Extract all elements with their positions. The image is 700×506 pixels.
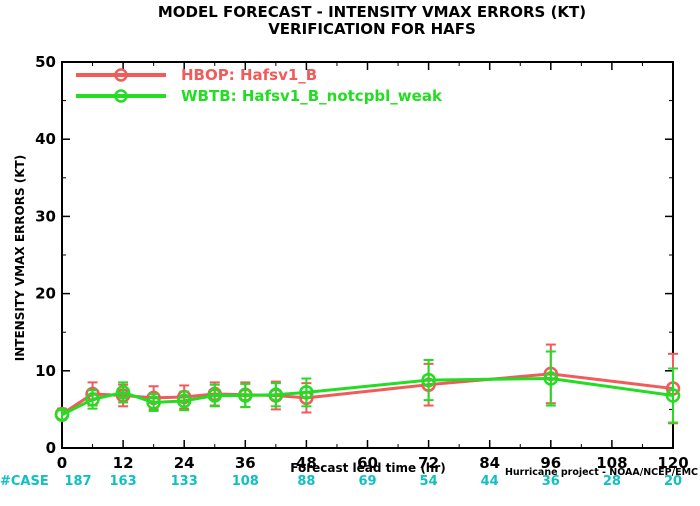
case-count: 187 [64, 474, 91, 489]
case-count: 163 [110, 474, 137, 489]
x-tick-label: 0 [57, 454, 67, 472]
footer-credit: Hurricane project - NOAA/NCEP/EMC [505, 467, 698, 478]
chart-title-line-2: VERIFICATION FOR HAFS [268, 20, 476, 38]
legend-label-0: HBOP: Hafsv1_B [181, 66, 317, 84]
y-axis-label-group: INTENSITY VMAX ERRORS (KT) [13, 155, 27, 361]
data-point [268, 387, 284, 402]
y-axis-label: INTENSITY VMAX ERRORS (KT) [13, 155, 27, 361]
data-point [238, 388, 253, 403]
legend-label-1: WBTB: Hafsv1_B_notcpbl_weak [181, 87, 443, 105]
y-tick-label: 30 [35, 207, 56, 225]
case-count: 28 [603, 474, 621, 489]
data-point [146, 395, 161, 410]
y-tick-label: 10 [35, 362, 56, 380]
data-point [543, 371, 559, 386]
x-tick-label: 108 [596, 454, 627, 472]
data-point [665, 388, 681, 403]
y-tick-label: 0 [46, 439, 56, 457]
x-axis-label: Forecast lead time (hr) [290, 461, 446, 475]
x-tick-label: 60 [357, 454, 378, 472]
legend-marker-0 [114, 68, 128, 82]
y-tick-label: 50 [35, 53, 56, 71]
data-point [115, 385, 131, 400]
case-count: 54 [420, 474, 438, 489]
case-count: 88 [297, 474, 315, 489]
x-tick-label: 36 [235, 454, 256, 472]
data-point [207, 388, 222, 403]
x-tick-label: 24 [174, 454, 195, 472]
case-count: 69 [358, 474, 376, 489]
data-point [85, 392, 100, 407]
x-tick-label: 12 [113, 454, 134, 472]
data-point [176, 393, 192, 409]
chart-title-line-1: MODEL FORECAST - INTENSITY VMAX ERRORS (… [158, 3, 586, 21]
x-tick-label: 72 [418, 454, 439, 472]
data-point [421, 372, 436, 388]
case-count: 44 [481, 474, 499, 489]
case-count: 133 [171, 474, 198, 489]
case-count: 36 [542, 474, 560, 489]
x-tick-label: 48 [296, 454, 317, 472]
data-point [299, 385, 314, 400]
case-row-label: #CASE [0, 474, 49, 489]
legend-marker-1 [114, 89, 128, 103]
case-count: 20 [664, 474, 682, 489]
plot-area: 0 10 20 30 40 50 0 12 24 36 48 60 72 84 96 108 120 #CASE 1… [0, 53, 689, 489]
case-count: 108 [232, 474, 259, 489]
y-tick-label: 20 [35, 285, 56, 303]
y-tick-label: 40 [35, 130, 56, 148]
data-point [54, 407, 70, 423]
x-tick-label: 96 [540, 454, 561, 472]
x-tick-label: 120 [657, 454, 688, 472]
x-tick-label: 84 [479, 454, 500, 472]
